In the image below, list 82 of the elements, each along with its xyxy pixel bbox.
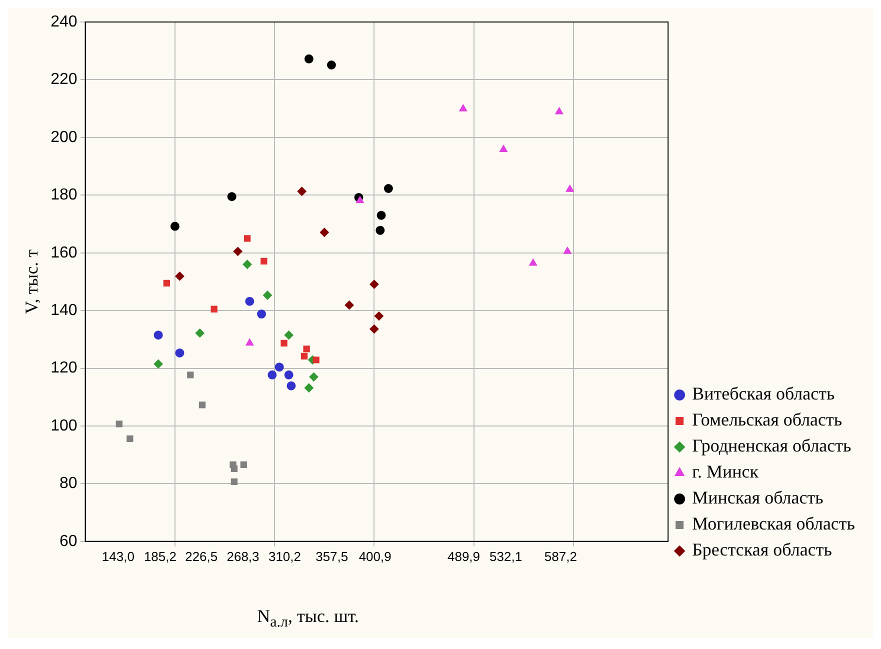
point <box>175 348 184 358</box>
legend-label: Минская область <box>692 488 824 508</box>
point <box>564 246 572 254</box>
point <box>312 356 320 364</box>
point <box>198 402 206 408</box>
point <box>280 340 288 346</box>
point <box>195 328 204 338</box>
x-tick-label: 357,5 <box>316 548 348 564</box>
point <box>376 226 385 235</box>
point <box>326 60 336 70</box>
y-tick-label: 200 <box>50 128 78 146</box>
legend-label: Витебская область <box>692 384 835 404</box>
y-tick-label: 180 <box>50 186 78 204</box>
x-tick-label: 185,2 <box>144 548 176 564</box>
y-tick-label: 80 <box>60 475 78 492</box>
point <box>297 186 306 196</box>
legend-label: Гомельская область <box>692 410 842 430</box>
point <box>175 272 184 281</box>
point <box>304 383 314 392</box>
point <box>303 346 310 352</box>
point <box>304 54 314 64</box>
point <box>376 210 386 220</box>
point <box>284 370 294 380</box>
point <box>163 280 170 286</box>
y-tick-label: 160 <box>50 244 78 262</box>
point <box>242 260 252 269</box>
x-tick-label: 143,0 <box>102 548 134 564</box>
point <box>555 107 564 114</box>
y-axis-title: V, тыс. т <box>22 249 42 314</box>
y-tick-label: 220 <box>50 71 78 88</box>
point <box>260 258 268 265</box>
point <box>384 184 393 193</box>
x-tick-label: 268,3 <box>226 548 260 564</box>
point <box>154 330 163 340</box>
y-tick-label: 100 <box>50 417 78 434</box>
point <box>356 196 364 204</box>
point <box>154 359 163 368</box>
point <box>566 184 574 192</box>
x-tick-label: 226,5 <box>185 548 218 564</box>
x-axis-title: N$_{а.л}$, тыс. шт. <box>256 606 360 632</box>
point <box>370 324 379 334</box>
point <box>284 330 294 340</box>
point <box>245 296 254 306</box>
point <box>459 104 468 112</box>
point <box>309 372 318 382</box>
point <box>286 381 296 390</box>
legend-label: Гродненская область <box>692 436 852 456</box>
point <box>529 258 538 266</box>
point <box>233 246 242 256</box>
point <box>230 478 238 485</box>
point <box>187 372 194 378</box>
x-tick-label: 532,1 <box>490 548 522 564</box>
point <box>263 290 272 300</box>
point <box>320 228 329 237</box>
y-tick-label: 60 <box>60 532 78 550</box>
point <box>244 235 251 242</box>
point <box>126 435 134 442</box>
point <box>116 420 122 428</box>
y-tick-label: 240 <box>50 13 78 30</box>
x-tick-label: 587,2 <box>544 548 577 564</box>
point <box>230 465 238 472</box>
point <box>344 300 354 310</box>
x-tick-label: 310,2 <box>268 548 302 564</box>
point <box>500 145 508 152</box>
point <box>246 338 254 346</box>
point <box>257 310 266 319</box>
point <box>240 461 248 468</box>
x-tick-label: 400,9 <box>358 548 392 564</box>
point <box>300 352 308 360</box>
legend-label: Могилевская область <box>692 514 856 534</box>
point <box>170 222 180 231</box>
legend-label: г. Минск <box>692 462 759 482</box>
x-tick-label: 489,9 <box>447 548 480 564</box>
y-tick-label: 140 <box>50 302 78 319</box>
point <box>227 192 236 202</box>
legend-label: Брестская область <box>692 540 832 560</box>
point <box>374 312 384 321</box>
point <box>210 306 218 312</box>
point <box>370 280 379 289</box>
point <box>268 370 277 380</box>
y-tick-label: 120 <box>50 360 78 377</box>
point <box>274 362 284 372</box>
